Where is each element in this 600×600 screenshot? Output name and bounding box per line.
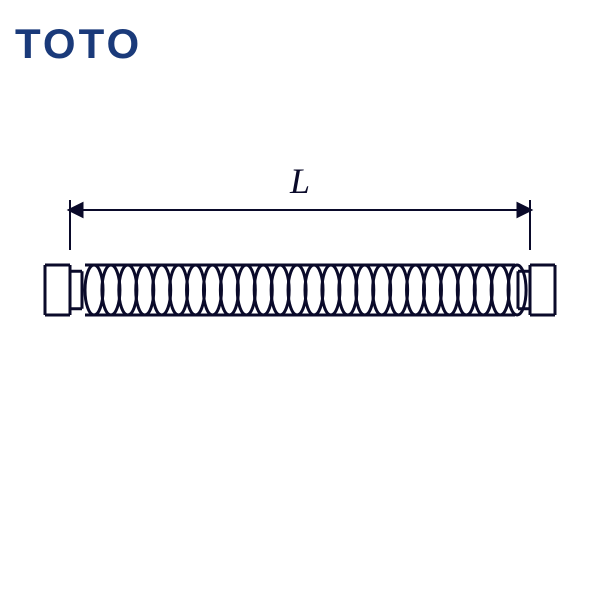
brand-logo: TOTO — [15, 20, 142, 68]
technical-diagram: L — [30, 150, 570, 400]
logo-text: TOTO — [15, 20, 142, 67]
hose-diagram-svg — [30, 150, 570, 400]
